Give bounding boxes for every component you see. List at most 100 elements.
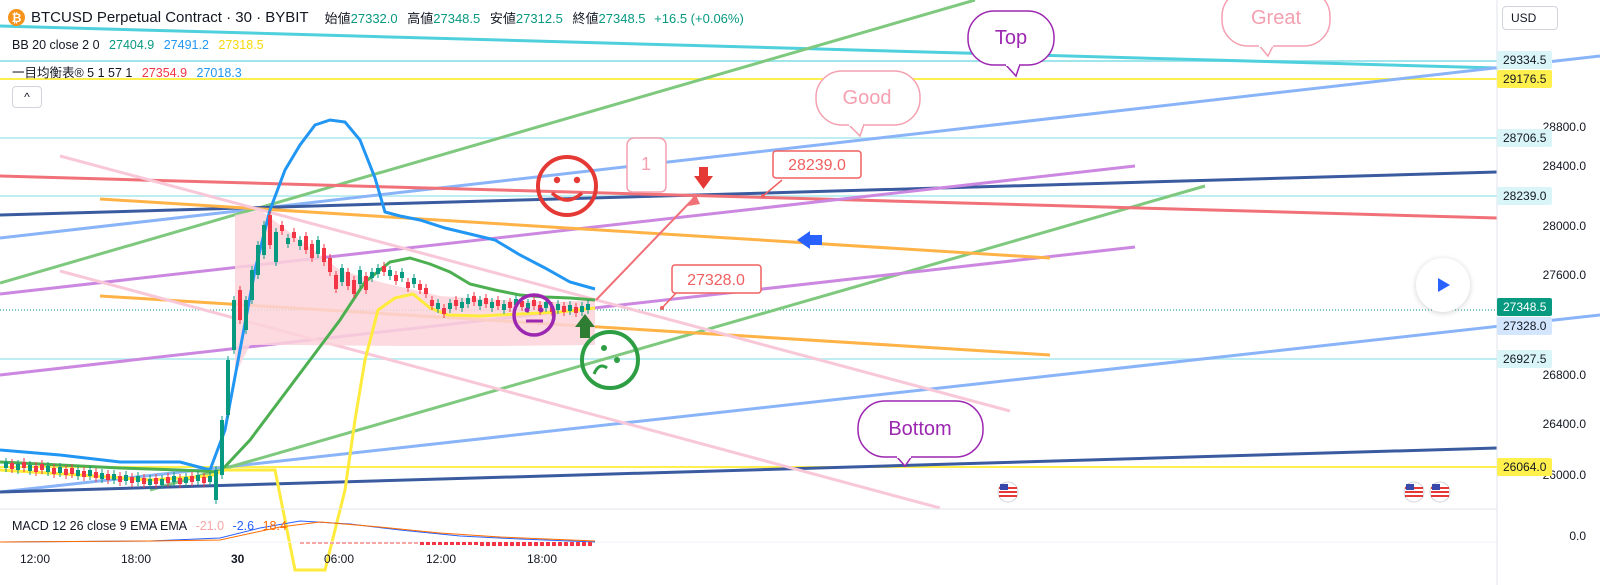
callout-top[interactable] <box>967 10 1055 78</box>
candle-body <box>196 475 200 481</box>
candle-body <box>400 272 404 278</box>
candle-body <box>460 302 464 308</box>
macd-hist-bar <box>354 542 358 544</box>
candle-body <box>514 299 518 305</box>
candle-body <box>418 284 422 290</box>
price-callout-28239[interactable] <box>772 150 862 179</box>
candle-body <box>292 232 296 238</box>
candle-body <box>508 302 512 308</box>
ichimoku-indicator-legend[interactable]: 一目均衡表® 5 1 57 1 27354.9 27018.3 <box>12 62 248 81</box>
trend-line-blue-lower[interactable] <box>0 313 1600 494</box>
candle-body <box>232 300 236 350</box>
candle-body <box>454 300 458 306</box>
macd-hist-bar <box>318 542 322 544</box>
candle-body <box>574 307 578 313</box>
price-callout-27328[interactable] <box>671 264 762 294</box>
candle-body <box>352 280 356 294</box>
scroll-to-realtime-button[interactable] <box>1416 258 1470 312</box>
trend-line-blue[interactable] <box>0 54 1600 240</box>
candle-body <box>28 465 32 471</box>
callout-good[interactable] <box>815 70 921 138</box>
price-tick: 28400.0 <box>1542 159 1586 173</box>
projection-line[interactable] <box>595 196 696 301</box>
macd-hist-bar <box>570 542 574 546</box>
candle-body <box>526 303 530 309</box>
price-callout-text: 27328.0 <box>687 272 745 289</box>
collapse-legend-button[interactable]: ^ <box>12 86 42 108</box>
candle-body <box>16 464 20 470</box>
us-flag-icon[interactable] <box>1403 481 1425 503</box>
smiley-face-icon[interactable] <box>536 155 598 217</box>
macd-hist-bar <box>432 542 436 545</box>
trend-line-red[interactable] <box>0 174 1498 220</box>
note-callout[interactable] <box>626 137 667 193</box>
trend-line-green-lower[interactable] <box>149 184 1206 492</box>
candle-body <box>82 471 86 477</box>
price-axis[interactable]: 28800.0 28400.0 28000.0 27600.0 26800.0 … <box>1497 0 1600 585</box>
macd-axis-tick: 0.0 <box>1569 529 1586 543</box>
ichimoku-value-1: 27354.9 <box>141 66 188 80</box>
callout-leader <box>762 179 783 197</box>
candle-body <box>142 478 146 484</box>
high-label: 高値 <box>407 11 434 26</box>
candle-body <box>10 463 14 469</box>
ichimoku-value-2: 27018.3 <box>196 66 242 80</box>
sad-face-icon[interactable] <box>580 330 640 390</box>
macd-indicator-name: MACD 12 26 close 9 EMA EMA <box>12 519 188 533</box>
candle-body <box>118 476 122 482</box>
candle-body <box>412 278 416 284</box>
macd-hist-bar <box>546 542 550 546</box>
us-flag-icon[interactable] <box>997 481 1019 503</box>
trend-line-pink-lower[interactable] <box>59 269 941 510</box>
callout-great[interactable] <box>1221 0 1331 58</box>
callout-bottom-text: Bottom <box>888 418 951 440</box>
candle-body <box>496 300 500 306</box>
arrow-up-icon[interactable] <box>575 314 595 338</box>
candle-body <box>448 303 452 309</box>
note-callout-text: 1 <box>641 154 651 174</box>
candle-body <box>100 473 104 479</box>
currency-select-button[interactable]: USD <box>1502 6 1558 30</box>
candle-body <box>262 225 266 255</box>
candle-body <box>22 462 26 468</box>
macd-hist-bar <box>306 542 310 544</box>
candle-body <box>430 300 434 306</box>
candle-body <box>4 462 8 468</box>
neutral-face-icon[interactable] <box>512 293 556 337</box>
callout-bottom[interactable] <box>857 400 984 468</box>
macd-hist-bar <box>390 542 394 544</box>
trend-line-green[interactable] <box>0 0 976 285</box>
trend-line-navy-lower[interactable] <box>0 446 1498 494</box>
candle-body <box>226 360 230 415</box>
us-flag-icon[interactable] <box>1429 481 1451 503</box>
candle-body <box>280 225 284 231</box>
candle-body <box>316 240 320 254</box>
candle-body <box>478 300 482 306</box>
trend-line-purple[interactable] <box>0 164 1136 296</box>
symbol-title[interactable]: BTCUSD Perpetual Contract · 30 · BYBIT <box>31 9 309 26</box>
macd-indicator-legend[interactable]: MACD 12 26 close 9 EMA EMA -21.0 -2.6 18… <box>12 519 292 533</box>
candle-body <box>208 476 212 482</box>
candle-body <box>436 303 440 309</box>
symbol-header: ₿ BTCUSD Perpetual Contract · 30 · BYBIT… <box>8 8 744 27</box>
bb-lower-value: 27318.5 <box>218 38 264 52</box>
candle-body <box>358 270 362 284</box>
arrow-left-icon[interactable] <box>797 231 822 249</box>
arrow-down-icon[interactable] <box>694 167 713 189</box>
price-tick: 28000.0 <box>1542 219 1586 233</box>
candle-body <box>484 298 488 304</box>
bitcoin-icon: ₿ <box>8 9 25 26</box>
open-value: 27332.0 <box>350 11 398 26</box>
candle-body <box>580 306 584 312</box>
time-tick: 12:00 <box>20 552 51 566</box>
macd-value: -2.6 <box>232 519 255 533</box>
trend-line-pink[interactable] <box>59 154 1011 413</box>
candle-body <box>340 268 344 282</box>
trend-line-cyan[interactable] <box>0 24 1498 70</box>
time-tick: 18:00 <box>121 552 152 566</box>
macd-hist-bar <box>474 542 478 545</box>
candle-body <box>406 282 410 288</box>
macd-hist-bar <box>468 542 472 545</box>
bb-indicator-legend[interactable]: BB 20 close 2 0 27404.9 27491.2 27318.5 <box>12 38 270 52</box>
